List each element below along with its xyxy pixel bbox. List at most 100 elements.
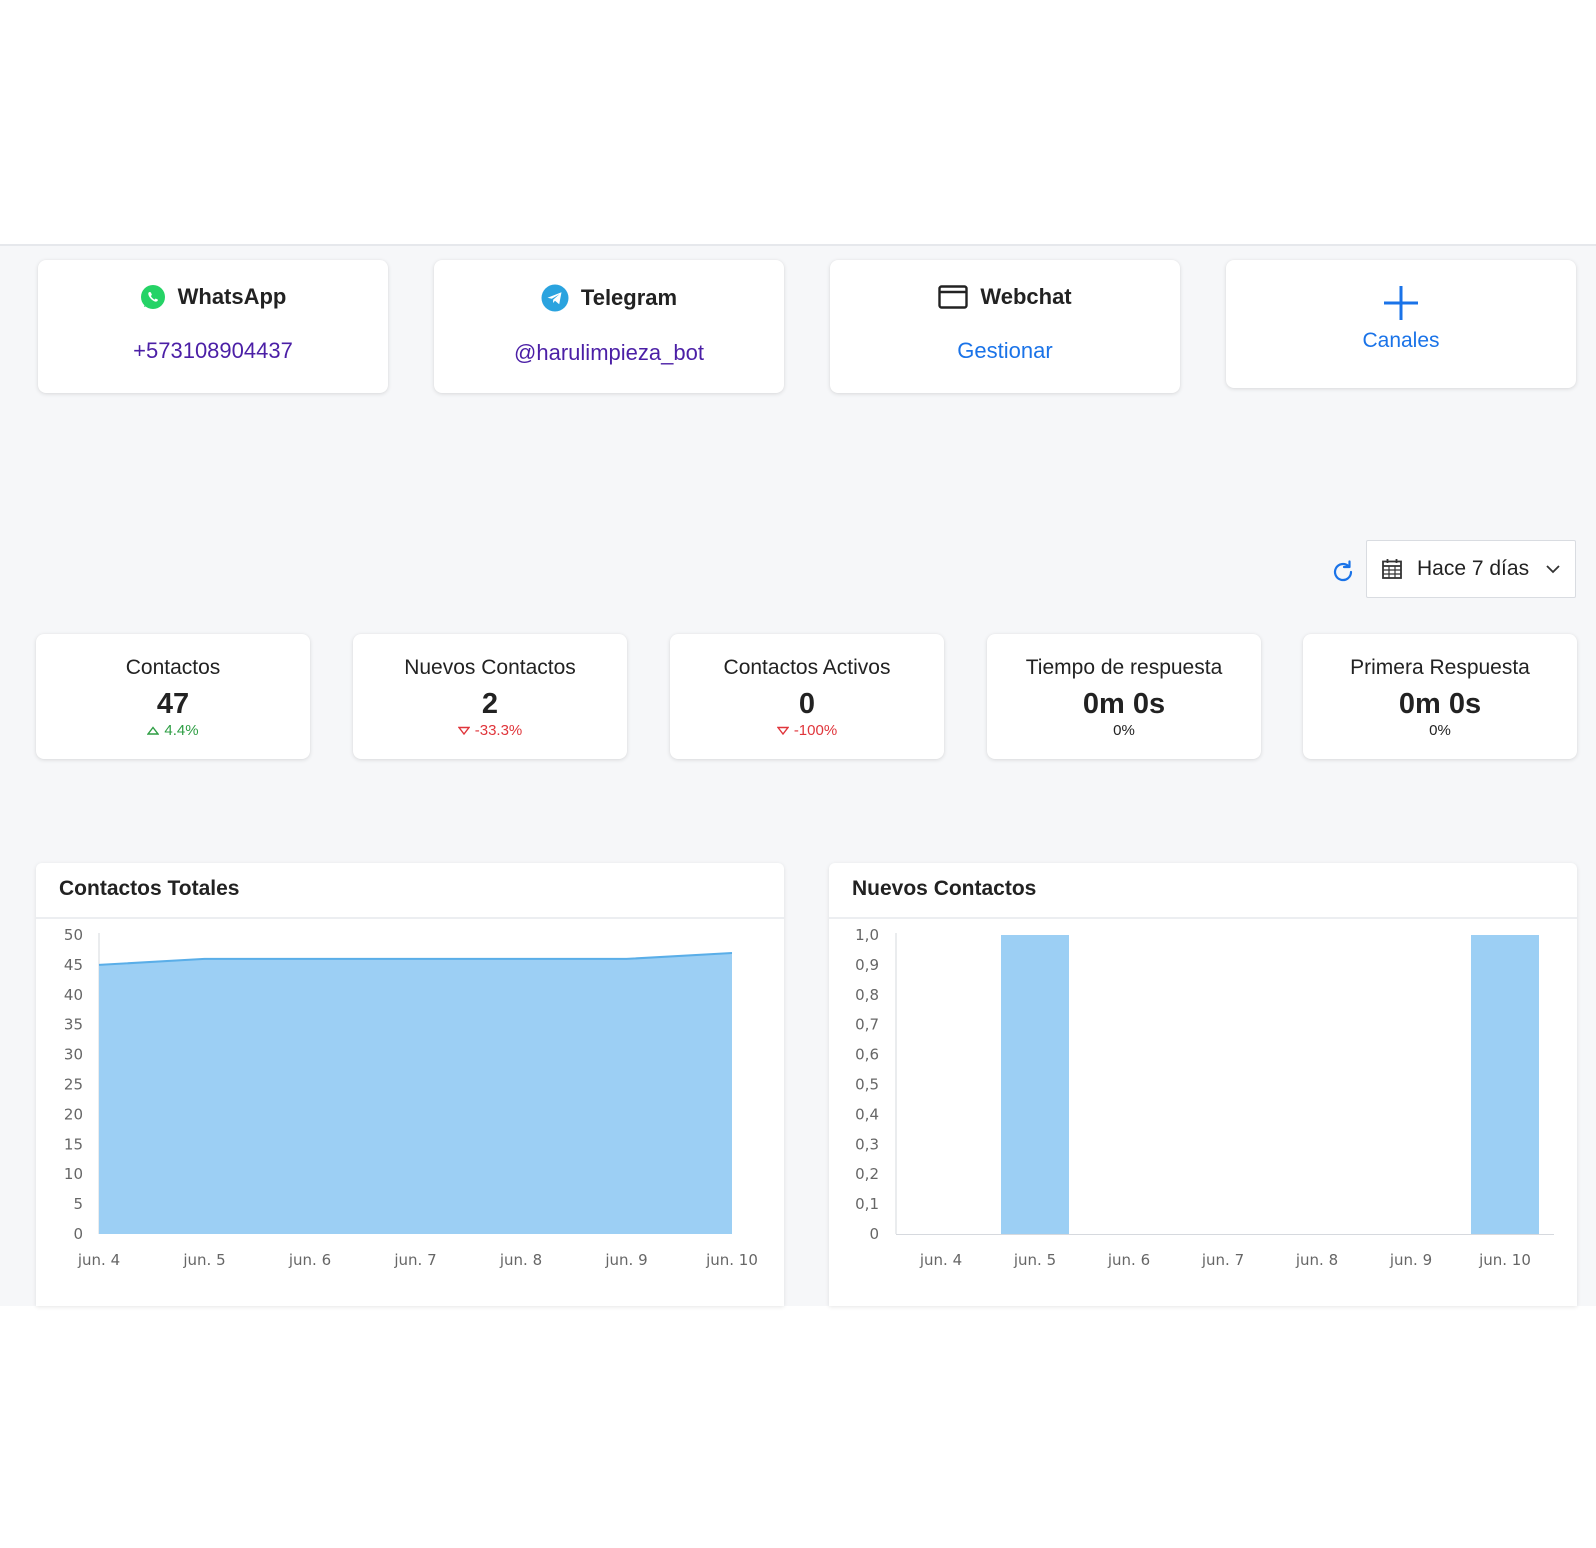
y-tick-label: 0,1 xyxy=(855,1195,879,1213)
y-tick-label: 0 xyxy=(73,1225,83,1243)
y-tick-label: 0,5 xyxy=(855,1076,879,1094)
nuevos-contactos-chart: 0 0,1 0,2 0,3 0,4 0,5 0,6 0,7 0,8 0,9 1,0 jun. 4 jun… xyxy=(855,926,1554,1269)
stat-title: Nuevos Contactos xyxy=(404,656,576,679)
y-tick-label: 5 xyxy=(73,1195,83,1213)
y-tick-label: 0,8 xyxy=(855,986,879,1004)
channel-header: Telegram xyxy=(434,284,784,312)
x-tick-label: jun. 8 xyxy=(499,1251,542,1269)
stat-title: Contactos Activos xyxy=(723,656,891,679)
y-tick-label: 15 xyxy=(64,1135,83,1153)
trend-up-icon xyxy=(147,726,160,735)
calendar-icon xyxy=(1382,559,1402,579)
y-tick-label: 0,7 xyxy=(855,1016,879,1034)
x-tick-label: jun. 9 xyxy=(1389,1251,1432,1269)
stat-card-primera-respuesta: Primera Respuesta 0m 0s 0% xyxy=(1303,634,1577,759)
stat-value: 47 xyxy=(156,688,190,720)
x-tick-label: jun. 5 xyxy=(182,1251,225,1269)
stat-delta-value: 4.4% xyxy=(164,722,199,739)
chart-title: Nuevos Contactos xyxy=(852,877,1037,900)
channel-card-webchat[interactable]: Webchat Gestionar xyxy=(830,260,1180,393)
y-tick-label: 0,2 xyxy=(855,1165,879,1183)
x-tick-label: jun. 10 xyxy=(1478,1251,1531,1269)
divider xyxy=(829,917,1577,919)
channel-card-whatsapp[interactable]: WhatsApp +573108904437 xyxy=(38,260,388,393)
date-range-value: Hace 7 días xyxy=(1417,557,1530,580)
stat-value: 2 xyxy=(481,688,499,720)
y-tick-label: 0,4 xyxy=(855,1105,879,1123)
chevron-down-icon xyxy=(1546,565,1560,574)
channel-name: Telegram xyxy=(580,285,678,310)
divider xyxy=(36,917,784,919)
add-channel-label: Canales xyxy=(1362,329,1440,352)
stat-delta-value: 0% xyxy=(1429,722,1451,739)
channel-header: Webchat xyxy=(830,284,1180,310)
y-tick-label: 30 xyxy=(64,1046,83,1064)
x-tick-label: jun. 10 xyxy=(705,1251,758,1269)
channel-name: WhatsApp xyxy=(177,284,287,309)
chart-card-contactos-totales: Contactos Totales 0 5 10 15 20 25 30 35 40 45 50 ju… xyxy=(36,863,784,1306)
refresh-icon[interactable] xyxy=(1330,559,1356,585)
y-tick-label: 40 xyxy=(64,986,83,1004)
stat-value: 0 xyxy=(798,688,816,720)
x-tick-label: jun. 6 xyxy=(1107,1251,1150,1269)
y-tick-label: 35 xyxy=(64,1016,83,1034)
x-tick-label: jun. 9 xyxy=(604,1251,647,1269)
stat-delta: -100% xyxy=(670,722,944,739)
webchat-manage-link[interactable]: Gestionar xyxy=(957,338,1053,363)
y-tick-label: 45 xyxy=(64,956,83,974)
y-tick-label: 10 xyxy=(64,1165,83,1183)
trend-down-icon xyxy=(457,726,470,735)
stat-card-contactos-activos: Contactos Activos 0 -100% xyxy=(670,634,944,759)
y-tick-label: 0 xyxy=(869,1225,879,1243)
y-tick-label: 0,9 xyxy=(855,956,879,974)
whatsapp-icon xyxy=(140,285,165,309)
x-tick-label: jun. 7 xyxy=(393,1251,436,1269)
channel-card-telegram[interactable]: Telegram @harulimpieza_bot xyxy=(434,260,784,393)
y-tick-label: 25 xyxy=(64,1076,83,1094)
y-tick-label: 20 xyxy=(64,1105,83,1123)
date-range-select[interactable]: Hace 7 días xyxy=(1366,540,1576,598)
stat-delta-value: 0% xyxy=(1113,722,1135,739)
top-header-area xyxy=(0,0,1596,246)
add-channel-card[interactable]: Canales xyxy=(1226,260,1576,388)
stat-delta: -33.3% xyxy=(353,722,627,739)
x-tick-label: jun. 7 xyxy=(1201,1251,1244,1269)
stat-card-tiempo-de-respuesta: Tiempo de respuesta 0m 0s 0% xyxy=(987,634,1261,759)
telegram-bot-link[interactable]: @harulimpieza_bot xyxy=(514,340,704,365)
stat-title: Contactos xyxy=(125,656,221,679)
browser-window-icon xyxy=(938,285,969,309)
telegram-icon xyxy=(541,284,569,312)
contactos-totales-chart: 0 5 10 15 20 25 30 35 40 45 50 jun. 4 jun. 5 jun. 6 ju… xyxy=(64,926,758,1269)
bar xyxy=(1001,935,1069,1234)
y-tick-label: 0,6 xyxy=(855,1046,879,1064)
stat-delta: 0% xyxy=(987,722,1261,739)
stat-delta: 0% xyxy=(1303,722,1577,739)
x-tick-label: jun. 6 xyxy=(288,1251,331,1269)
whatsapp-phone-link[interactable]: +573108904437 xyxy=(133,338,293,363)
x-tick-label: jun. 8 xyxy=(1295,1251,1338,1269)
x-tick-label: jun. 4 xyxy=(77,1251,120,1269)
y-tick-label: 0,3 xyxy=(855,1135,879,1153)
stat-delta-value: -33.3% xyxy=(474,722,523,739)
y-tick-label: 1,0 xyxy=(855,926,879,944)
stat-value: 0m 0s xyxy=(1082,688,1166,720)
bar xyxy=(1471,935,1539,1234)
stat-card-nuevos-contactos: Nuevos Contactos 2 -33.3% xyxy=(353,634,627,759)
x-tick-label: jun. 5 xyxy=(1013,1251,1056,1269)
stat-value: 0m 0s xyxy=(1398,688,1482,720)
channel-name: Webchat xyxy=(980,284,1072,309)
stat-title: Primera Respuesta xyxy=(1350,656,1530,679)
y-tick-label: 50 xyxy=(64,926,83,944)
trend-down-icon xyxy=(776,726,789,735)
bottom-blank-area xyxy=(0,1306,1596,1548)
stat-title: Tiempo de respuesta xyxy=(1025,656,1223,679)
chart-card-nuevos-contactos: Nuevos Contactos 0 0,1 0,2 0,3 0,4 0,5 0,6 0,7 0… xyxy=(829,863,1577,1306)
channel-header: WhatsApp xyxy=(38,284,388,310)
chart-title: Contactos Totales xyxy=(59,877,240,900)
area-fill xyxy=(99,952,732,1234)
stat-delta: 4.4% xyxy=(36,722,310,739)
stat-delta-value: -100% xyxy=(793,722,838,739)
x-tick-label: jun. 4 xyxy=(919,1251,962,1269)
plus-icon xyxy=(1384,286,1418,320)
stat-card-contactos: Contactos 47 4.4% xyxy=(36,634,310,759)
